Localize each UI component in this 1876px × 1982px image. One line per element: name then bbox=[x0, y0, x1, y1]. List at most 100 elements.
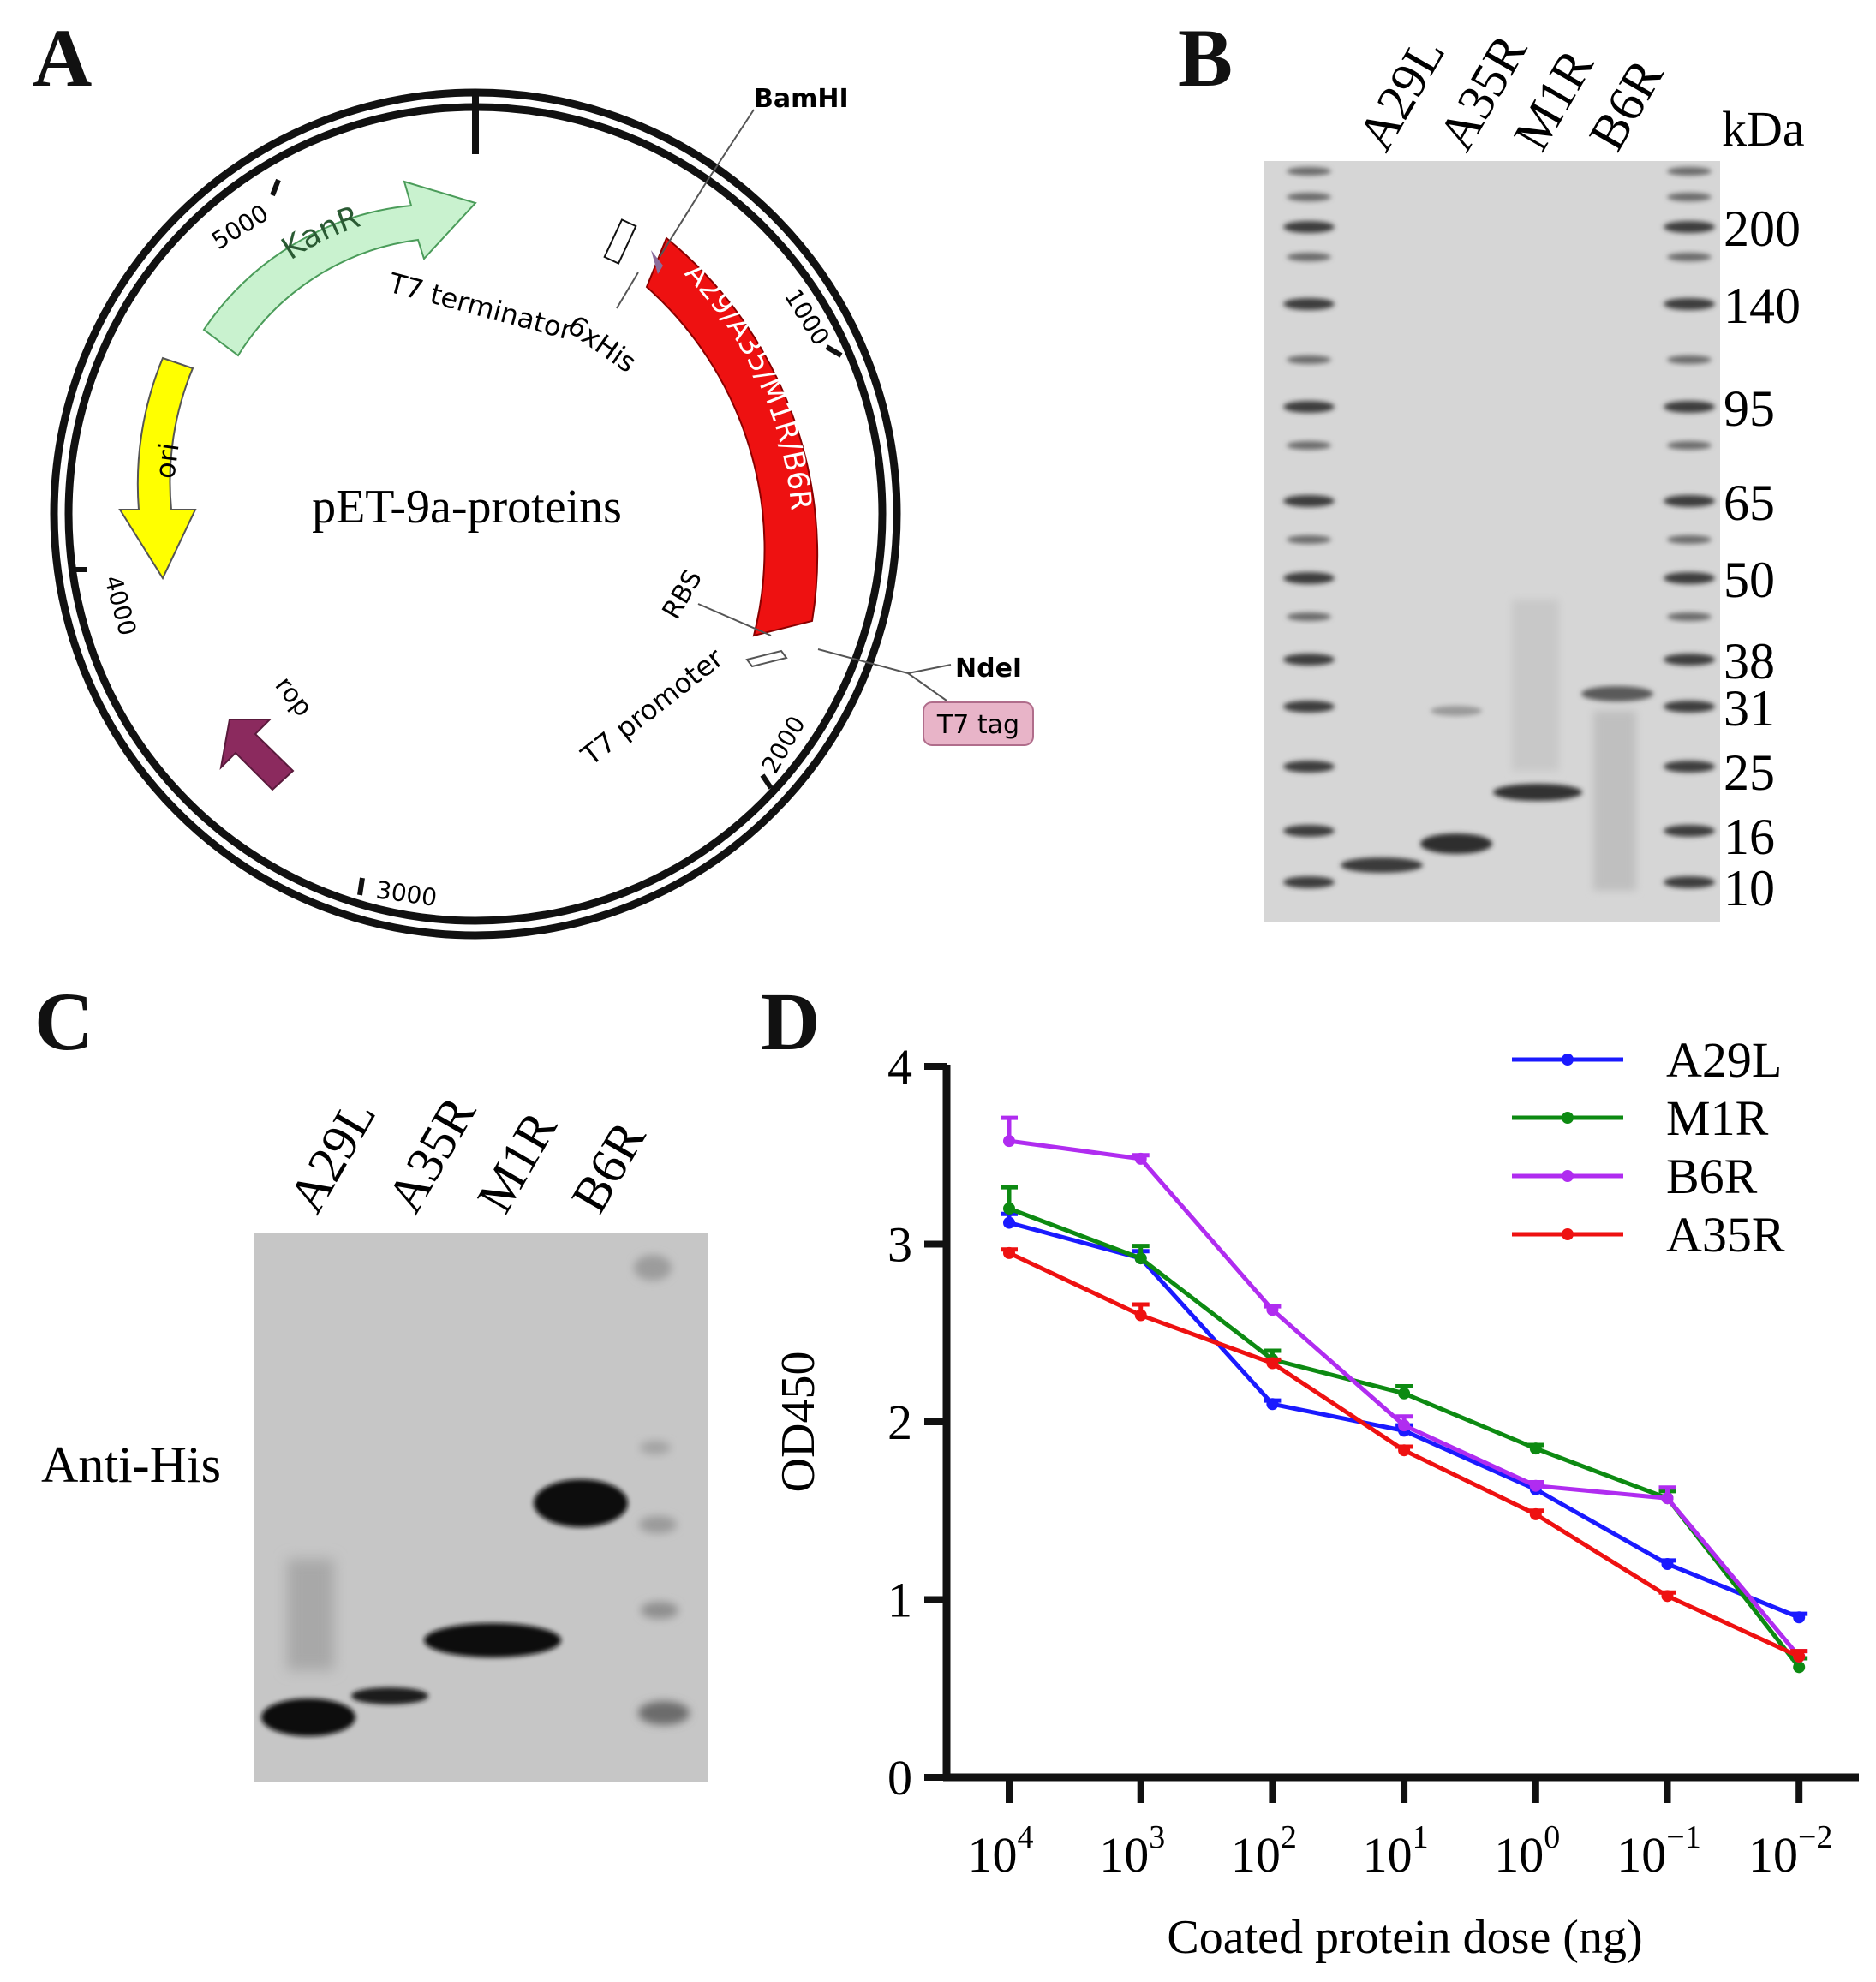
panel-b-letter: B bbox=[1178, 12, 1233, 104]
gel-marker-label: 38 bbox=[1724, 633, 1775, 690]
panel-a: A 1000 2000 3000 4000 5000 pET-9a-protei… bbox=[33, 12, 1034, 940]
chart-axes: 0 1 2 3 4 104 103 102 101 100 10−1 10−2 bbox=[887, 1039, 1859, 1883]
x-tick-label: 10−2 bbox=[1748, 1819, 1832, 1883]
series-line bbox=[1008, 1206, 1801, 1669]
ladder-band bbox=[1664, 221, 1715, 233]
his-tag-leader bbox=[616, 272, 639, 309]
gel-band-a29l bbox=[1341, 857, 1423, 873]
ori-feature bbox=[118, 356, 197, 581]
rop-label: rop bbox=[269, 671, 319, 722]
ladder-band bbox=[1664, 825, 1715, 837]
blot-ladder-band bbox=[641, 1602, 678, 1619]
blot-ladder-band bbox=[640, 1441, 671, 1454]
his-tag-marker bbox=[651, 250, 663, 274]
ladder-band bbox=[1664, 701, 1715, 713]
gel-protein-bands bbox=[1341, 600, 1653, 891]
ladder-band bbox=[1667, 167, 1712, 176]
gel-band-a35r-faint bbox=[1431, 706, 1482, 716]
ladder-band bbox=[1287, 253, 1331, 261]
gel-marker-label: 25 bbox=[1724, 744, 1775, 801]
western-blot-image bbox=[254, 1233, 708, 1782]
x-tick-label: 104 bbox=[968, 1819, 1034, 1883]
gel-marker-label: 140 bbox=[1724, 278, 1801, 334]
t7-tag-label: T7 tag bbox=[936, 710, 1019, 740]
blot-ladder-band bbox=[634, 1255, 672, 1281]
ladder-band bbox=[1664, 572, 1715, 584]
ladder-band bbox=[1283, 401, 1335, 413]
data-point bbox=[1661, 1590, 1674, 1603]
gel-band-b6r bbox=[1581, 686, 1653, 701]
blot-band-m1r bbox=[424, 1623, 561, 1657]
blot-lane-label: A29L bbox=[278, 1090, 386, 1221]
data-point bbox=[1529, 1479, 1542, 1492]
legend-marker bbox=[1562, 1112, 1574, 1124]
t7-terminator-label: T7 terminator bbox=[385, 266, 577, 347]
data-point bbox=[1266, 1304, 1279, 1316]
gel-marker-label: 50 bbox=[1724, 552, 1775, 608]
t7-promoter-marker bbox=[745, 649, 788, 668]
data-point bbox=[1793, 1661, 1806, 1674]
x-tick-label: 103 bbox=[1099, 1819, 1165, 1883]
data-point bbox=[1003, 1135, 1015, 1148]
x-tick-label: 100 bbox=[1494, 1819, 1560, 1883]
gel-band-m1r bbox=[1493, 784, 1582, 801]
ladder-band bbox=[1283, 701, 1335, 713]
ladder-band bbox=[1667, 441, 1712, 450]
gel-lane-labels: A29L A35R M1R B6R bbox=[1347, 25, 1674, 159]
legend-marker bbox=[1562, 1170, 1574, 1182]
x-tick-label: 10−1 bbox=[1616, 1819, 1700, 1883]
data-point bbox=[1398, 1444, 1411, 1457]
data-point bbox=[1134, 1252, 1147, 1265]
ladder-band bbox=[1283, 221, 1335, 233]
bamhi-leader bbox=[706, 109, 755, 182]
gel-marker-label: 65 bbox=[1724, 475, 1775, 531]
ori-label: ori bbox=[148, 441, 185, 481]
ladder-band bbox=[1664, 298, 1715, 310]
series-A35R bbox=[1001, 1246, 1808, 1663]
blot-bands bbox=[261, 1255, 690, 1736]
tick-label-5000: 5000 bbox=[206, 199, 273, 255]
ladder-band bbox=[1283, 825, 1335, 837]
ladder-band bbox=[1287, 441, 1331, 450]
data-point bbox=[1793, 1611, 1806, 1624]
plasmid-backbone bbox=[50, 88, 901, 940]
kanr-feature bbox=[202, 180, 477, 357]
ladder-band bbox=[1287, 535, 1331, 544]
blot-lane-label: A35R bbox=[376, 1087, 487, 1221]
gel-marker-label: 16 bbox=[1724, 809, 1775, 865]
data-point bbox=[1661, 1492, 1674, 1505]
chart-series bbox=[1001, 1115, 1808, 1674]
gel-ladder-right bbox=[1664, 167, 1715, 888]
ladder-band bbox=[1667, 355, 1712, 364]
ladder-band bbox=[1664, 401, 1715, 413]
legend-marker bbox=[1562, 1228, 1574, 1240]
y-tick-label: 1 bbox=[887, 1573, 912, 1628]
legend-marker bbox=[1562, 1054, 1574, 1066]
antibody-label: Anti-His bbox=[41, 1436, 221, 1493]
gel-band-a35r bbox=[1420, 833, 1492, 854]
gel-smear-b6r bbox=[1593, 711, 1636, 891]
ladder-band bbox=[1664, 876, 1715, 888]
gel-ladder-left bbox=[1283, 167, 1335, 888]
legend-label: M1R bbox=[1666, 1090, 1769, 1146]
data-point bbox=[1398, 1387, 1411, 1400]
ndei-label: NdeI bbox=[955, 654, 1022, 684]
t7-tag-badge bbox=[923, 701, 1034, 746]
blot-band-a35r bbox=[351, 1687, 428, 1704]
y-tick-label: 4 bbox=[887, 1039, 912, 1095]
data-point bbox=[1003, 1216, 1015, 1229]
ladder-band bbox=[1287, 612, 1331, 621]
legend-label: B6R bbox=[1666, 1149, 1758, 1204]
data-point bbox=[1398, 1419, 1411, 1432]
panel-c: C A29L A35R M1R B6R Anti-His bbox=[34, 976, 708, 1782]
legend-label: A35R bbox=[1666, 1207, 1785, 1263]
y-tick-label: 0 bbox=[887, 1750, 912, 1806]
data-point bbox=[1661, 1558, 1674, 1570]
data-point bbox=[1003, 1203, 1015, 1215]
gel-marker-label: 95 bbox=[1724, 380, 1775, 437]
ladder-band bbox=[1667, 253, 1712, 261]
data-point bbox=[1134, 1309, 1147, 1322]
